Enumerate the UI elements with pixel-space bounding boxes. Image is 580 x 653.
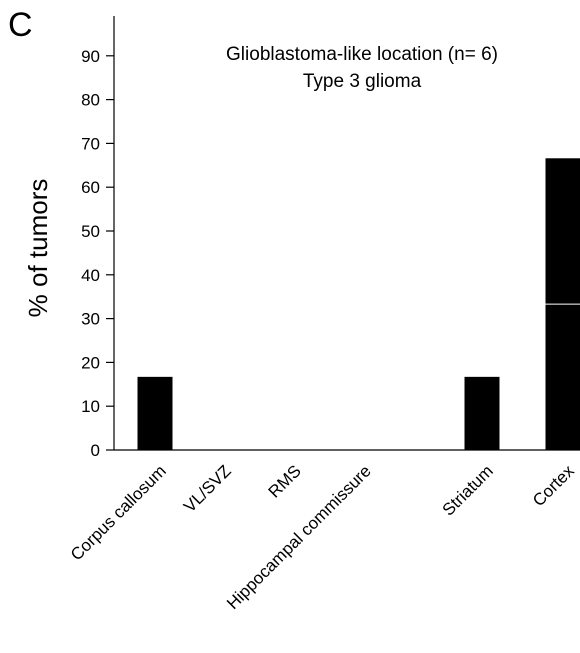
y-tick-label: 40 (81, 266, 100, 285)
bar-corpus-callosum (137, 376, 173, 450)
y-tick-label: 30 (81, 310, 100, 329)
y-tick-label: 90 (81, 47, 100, 66)
chart-title-line-1: Glioblastoma-like location (n= 6) (226, 44, 498, 65)
bars-group (137, 158, 580, 450)
y-tick-label: 60 (81, 178, 100, 197)
chart-title-line-2: Type 3 glioma (303, 71, 422, 92)
x-category-label: Hippocampal commissure (223, 461, 375, 613)
x-category-label: Cortex (529, 461, 578, 510)
x-category-label: RMS (265, 461, 305, 501)
bar-cortex (545, 304, 580, 450)
y-axis-ticks: 0 10 20 30 40 50 60 70 80 90 (81, 47, 114, 460)
x-category-label: Striatum (439, 461, 497, 519)
x-category-label: VL/SVZ (180, 461, 235, 516)
y-tick-label: 50 (81, 222, 100, 241)
y-tick-label: 70 (81, 134, 100, 153)
y-tick-label: 10 (81, 397, 100, 416)
bar-striatum (464, 376, 500, 450)
y-tick-label: 80 (81, 91, 100, 110)
y-axis-label: % of tumors (23, 179, 53, 318)
y-tick-label: 20 (81, 353, 100, 372)
panel-label: C (8, 6, 33, 44)
x-category-label: Corpus callosum (67, 461, 170, 564)
bar-cortex-segment-2 (545, 158, 580, 305)
y-tick-label: 0 (91, 441, 100, 460)
